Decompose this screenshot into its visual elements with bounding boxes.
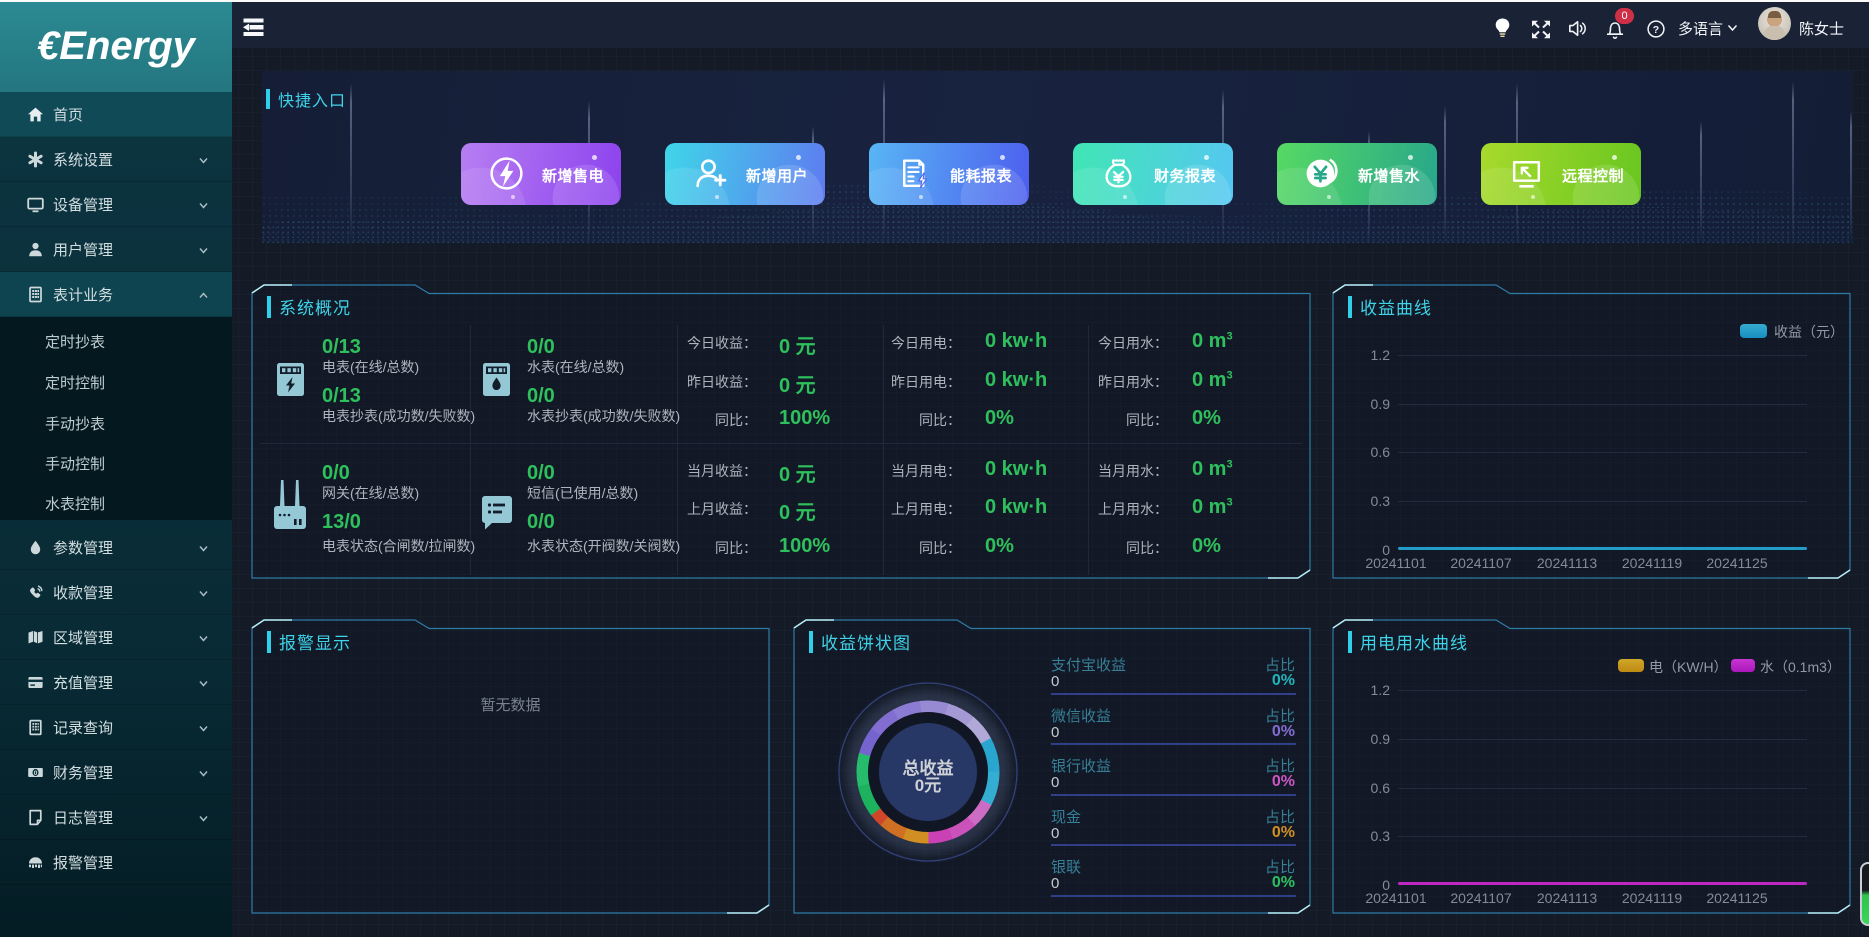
svg-text:总收益: 总收益 — [903, 758, 954, 778]
svg-text:?: ? — [1653, 24, 1659, 36]
svg-text:0元: 0元 — [915, 776, 941, 795]
svg-text:0: 0 — [34, 770, 38, 777]
